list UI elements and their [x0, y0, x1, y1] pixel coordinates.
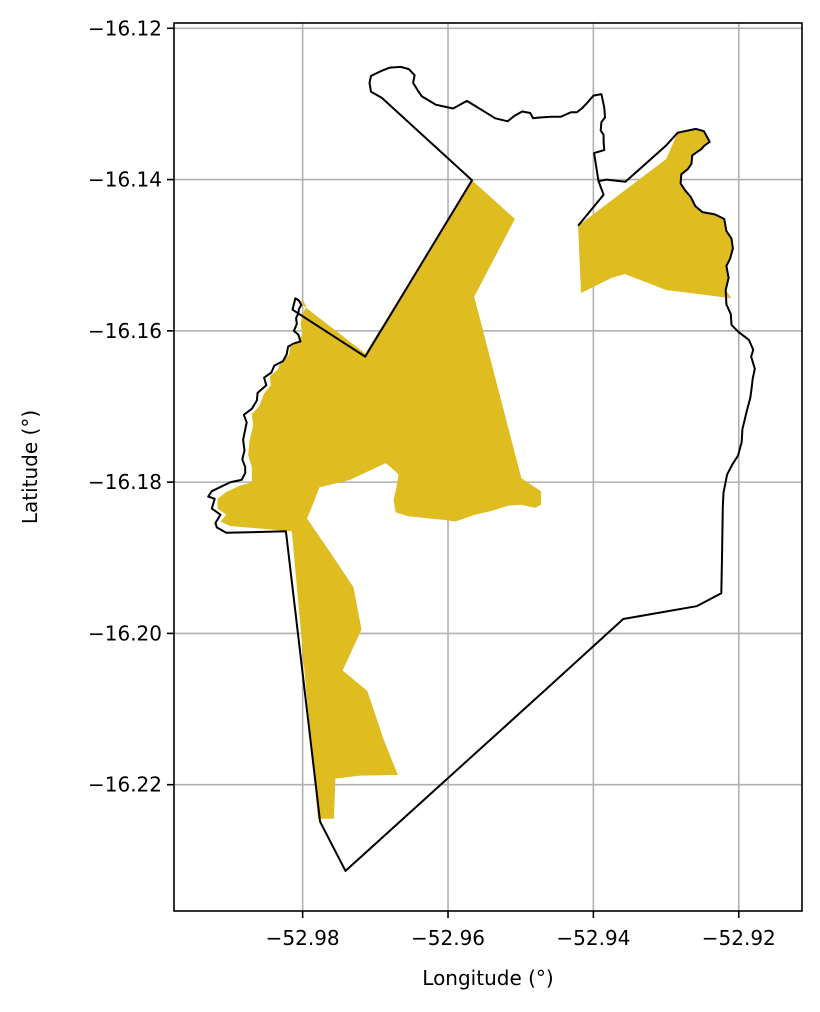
y-tick-label: −16.12 — [88, 16, 162, 40]
x-tick-label: −52.96 — [411, 926, 485, 950]
y-tick-label: −16.16 — [88, 319, 162, 343]
boundary-outline — [207, 65, 756, 872]
filled-region-1 — [217, 180, 542, 819]
y-tick-label: −16.20 — [88, 621, 162, 645]
x-tick-label: −52.98 — [266, 926, 340, 950]
y-tick-label: −16.14 — [88, 168, 162, 192]
filled-region-2 — [578, 128, 733, 299]
plot-frame — [173, 22, 803, 912]
axis-ticks: −52.98 −52.96 −52.94 −52.92 −16.12 −16.14 −16.… — [88, 16, 776, 950]
y-tick-label: −16.18 — [88, 470, 162, 494]
x-tick-label: −52.92 — [702, 926, 776, 950]
boundary-outlines — [207, 65, 756, 872]
y-tick-label: −16.22 — [88, 773, 162, 797]
x-axis-label: Longitude (°) — [422, 966, 553, 990]
x-tick-label: −52.94 — [556, 926, 630, 950]
y-axis-label: Latitude (°) — [18, 410, 42, 524]
filled-regions — [217, 128, 733, 819]
boundary-outline-segment — [577, 180, 605, 227]
